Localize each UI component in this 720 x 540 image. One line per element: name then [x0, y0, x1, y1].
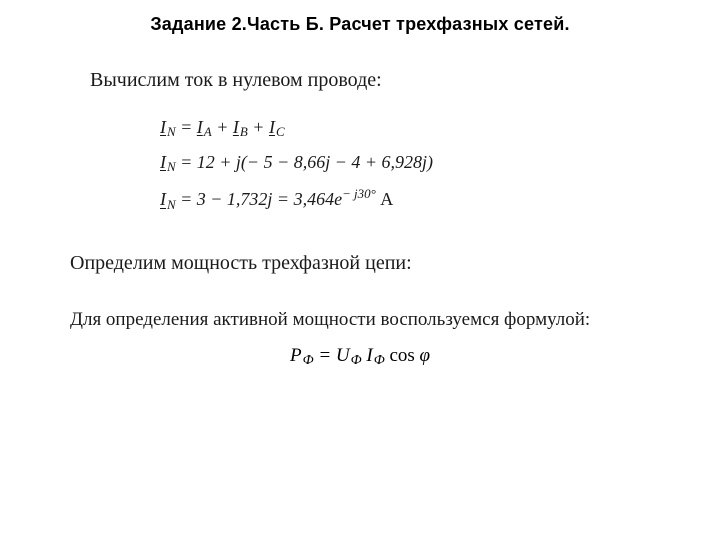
- var-IB: I: [233, 117, 239, 137]
- sub-Ф: Ф: [351, 352, 362, 367]
- equation-4: PФ = UФ IФ cos φ: [40, 345, 680, 368]
- page-title: Задание 2.Часть Б. Расчет трехфазных сет…: [40, 14, 680, 35]
- section3-heading: Для определения активной мощности воспол…: [70, 309, 680, 331]
- sub-B: B: [240, 124, 248, 139]
- eq3-mid: = 3 − 1,732j = 3,464e: [180, 190, 342, 210]
- cos: cos: [389, 345, 419, 366]
- var-IC: I: [269, 117, 275, 137]
- var-I: I: [160, 190, 166, 210]
- sub-C: C: [276, 124, 285, 139]
- eq2-rhs: = 12 + j(− 5 − 8,66j − 4 + 6,928j): [180, 152, 433, 172]
- eq3-exp: − j30°: [342, 186, 376, 201]
- var-U: U: [336, 345, 350, 366]
- eq-sign: =: [318, 345, 336, 366]
- equation-block-neutral-current: IN = IA + IB + IC IN = 12 + j(− 5 − 8,66…: [160, 118, 680, 212]
- phi: φ: [420, 345, 431, 366]
- equation-1: IN = IA + IB + IC: [160, 118, 680, 139]
- sub-N: N: [167, 159, 176, 174]
- sub-N: N: [167, 197, 176, 212]
- var-I: I: [160, 152, 166, 172]
- page: Задание 2.Часть Б. Расчет трехфазных сет…: [0, 0, 720, 540]
- equation-3: IN = 3 − 1,732j = 3,464e− j30° A: [160, 188, 680, 211]
- var-IA: I: [197, 117, 203, 137]
- equation-2: IN = 12 + j(− 5 − 8,66j − 4 + 6,928j): [160, 153, 680, 174]
- var-I: I: [160, 117, 166, 137]
- sub-A: A: [204, 124, 212, 139]
- section2-heading: Определим мощность трехфазной цепи:: [70, 252, 680, 275]
- unit-A: A: [380, 190, 393, 210]
- section1-heading: Вычислим ток в нулевом проводе:: [90, 69, 680, 92]
- var-P: P: [290, 345, 302, 366]
- plus: +: [252, 117, 269, 137]
- plus: +: [216, 117, 233, 137]
- var-I: I: [366, 345, 372, 366]
- sub-N: N: [167, 124, 176, 139]
- eq-sign: =: [180, 117, 197, 137]
- sub-Ф: Ф: [303, 352, 314, 367]
- sub-Ф: Ф: [374, 352, 385, 367]
